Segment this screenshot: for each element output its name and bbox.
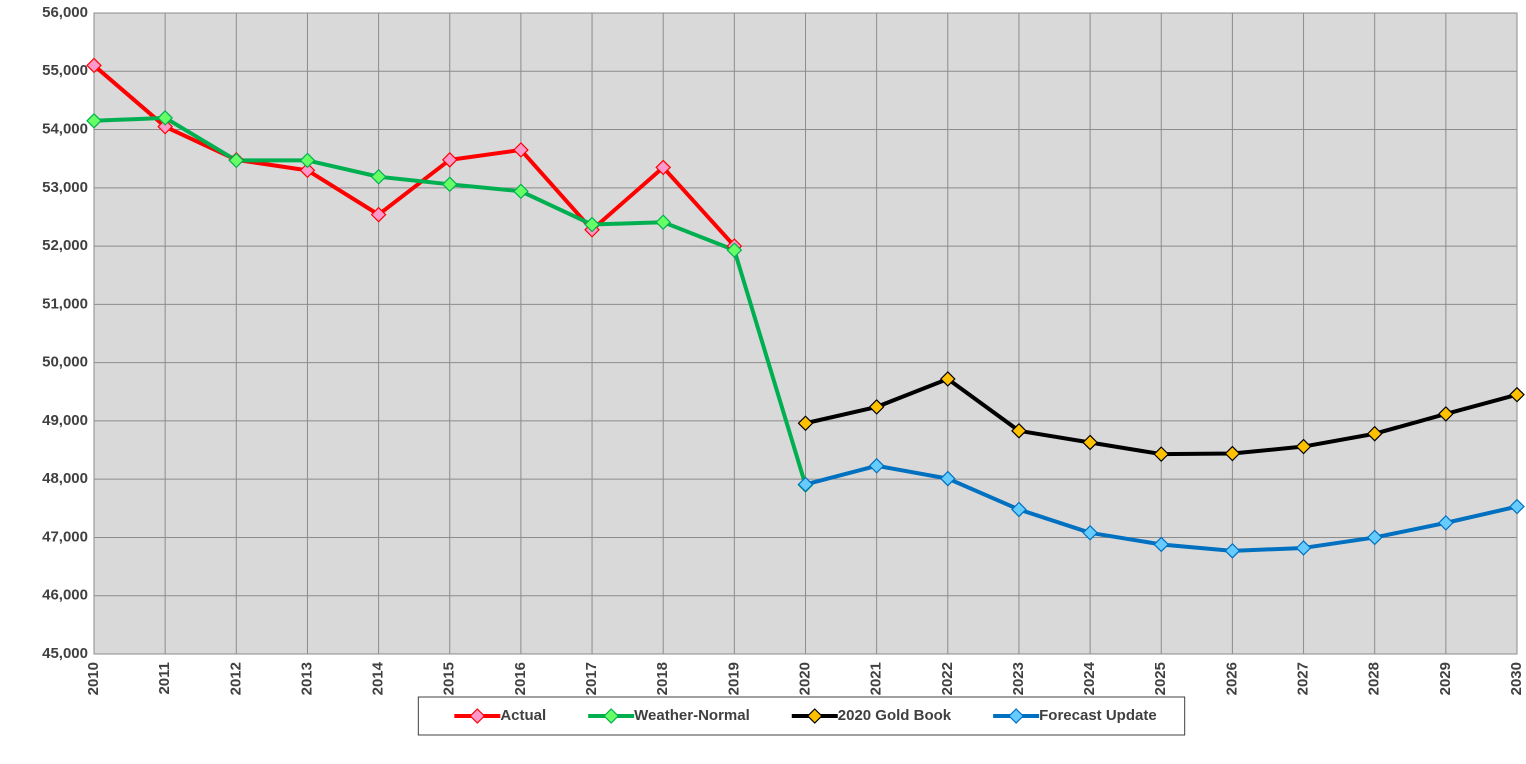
x-tick-label: 2020 — [796, 662, 813, 695]
y-tick-label: 50,000 — [42, 354, 88, 371]
data-point — [1438, 515, 1454, 531]
x-tick-label: 2023 — [1010, 662, 1027, 695]
y-tick-label: 53,000 — [42, 179, 88, 196]
data-point — [513, 183, 529, 200]
legend-marker — [806, 708, 823, 724]
data-point — [228, 152, 245, 169]
y-tick-label: 52,000 — [42, 237, 88, 254]
data-point — [1153, 446, 1170, 462]
data-point — [86, 57, 102, 74]
plot-border — [93, 12, 1518, 655]
x-tick-label: 2025 — [1152, 662, 1169, 695]
x-tick-label: 2030 — [1508, 662, 1525, 695]
x-tick-label: 2028 — [1366, 662, 1383, 695]
data-point — [157, 118, 173, 135]
x-tick-label: 2015 — [441, 662, 458, 695]
data-point — [1509, 386, 1525, 403]
y-tick-label: 55,000 — [42, 62, 88, 79]
x-tick-label: 2016 — [512, 662, 529, 695]
y-tick-label: 45,000 — [42, 645, 88, 662]
legend-marker — [469, 708, 486, 724]
y-tick-label: 49,000 — [42, 412, 88, 429]
data-point — [1011, 501, 1027, 518]
data-point — [797, 415, 814, 432]
legend: Actual Weather-Normal 2020 Gold Book Foreca… — [417, 696, 1186, 736]
y-tick-label: 47,000 — [42, 528, 88, 545]
data-point — [1224, 543, 1241, 559]
data-point — [726, 242, 743, 259]
data-point — [86, 112, 102, 129]
x-tick-label: 2022 — [939, 662, 956, 695]
y-tick-label: 56,000 — [42, 4, 88, 21]
data-point — [441, 176, 458, 193]
data-point — [157, 110, 173, 126]
data-point — [939, 470, 956, 487]
data-point — [1438, 406, 1454, 422]
x-tick-label: 2014 — [370, 661, 387, 695]
data-point — [1366, 529, 1383, 546]
data-point — [1011, 422, 1027, 439]
x-tick-label: 2021 — [868, 662, 885, 695]
x-tick-label: 2013 — [298, 662, 315, 695]
x-tick-label: 2010 — [85, 662, 102, 695]
legend-label: 2020 Gold Book — [838, 707, 952, 724]
x-tick-label: 2012 — [227, 662, 244, 695]
x-tick-label: 2024 — [1081, 661, 1098, 695]
legend-label: Forecast Update — [1039, 707, 1157, 724]
y-tick-label: 51,000 — [42, 295, 88, 312]
data-point — [370, 206, 387, 223]
legend-marker — [1008, 708, 1024, 724]
data-point — [370, 168, 387, 185]
data-point — [584, 216, 600, 233]
data-point — [513, 142, 529, 158]
data-point — [1295, 540, 1312, 556]
x-tick-label: 2019 — [725, 662, 742, 695]
data-point — [1082, 434, 1098, 451]
data-point — [939, 371, 956, 387]
x-tick-label: 2029 — [1437, 662, 1454, 695]
data-point — [1295, 438, 1312, 455]
y-tick-label: 48,000 — [42, 470, 88, 487]
data-point — [868, 457, 885, 474]
data-point — [299, 162, 316, 179]
y-tick-label: 54,000 — [42, 121, 88, 138]
data-point — [868, 399, 885, 415]
y-tick-label: 46,000 — [42, 587, 88, 604]
data-point — [1153, 536, 1170, 553]
x-tick-label: 2017 — [583, 662, 600, 695]
data-point — [299, 152, 316, 169]
data-point — [655, 159, 672, 176]
data-point — [797, 476, 814, 493]
data-point — [1082, 524, 1098, 541]
legend-label: Weather-Normal — [634, 707, 750, 724]
data-point — [655, 214, 672, 231]
data-point — [1366, 425, 1383, 442]
x-tick-label: 2027 — [1295, 662, 1312, 695]
x-tick-label: 2018 — [654, 662, 671, 695]
series-line — [92, 63, 736, 248]
data-point — [441, 151, 458, 168]
x-tick-label: 2011 — [156, 662, 173, 695]
legend-marker — [603, 708, 620, 724]
data-point — [1509, 498, 1525, 515]
x-tick-label: 2026 — [1223, 662, 1240, 695]
data-point — [1224, 445, 1241, 462]
legend-label: Actual — [500, 707, 546, 724]
